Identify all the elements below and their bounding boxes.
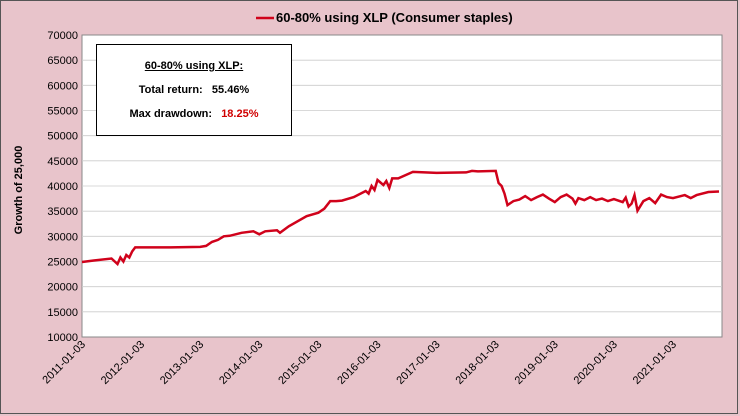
- x-tick-label: 2012-01-03: [99, 339, 147, 387]
- y-tick-label: 55000: [47, 106, 78, 118]
- x-tick-label: 2015-01-03: [276, 339, 324, 387]
- chart-title: 60-80% using XLP (Consumer staples): [276, 10, 513, 25]
- x-tick-label: 2017-01-03: [394, 339, 442, 387]
- x-tick-label: 2016-01-03: [335, 339, 383, 387]
- y-tick-label: 45000: [47, 156, 78, 168]
- x-tick-label: 2011-01-03: [40, 339, 88, 387]
- stats-box: 60-80% using XLP: Total return: 55.46% M…: [96, 44, 292, 136]
- x-tick-label: 2021-01-03: [631, 339, 679, 387]
- y-tick-label: 65000: [47, 55, 78, 67]
- x-tick-label: 2013-01-03: [158, 339, 206, 387]
- x-axis-ticks: 2011-01-03 2012-01-03 2013-01-03 2014-01-03…: [40, 339, 679, 387]
- x-tick-label: 2018-01-03: [454, 339, 502, 387]
- x-tick-label: 2019-01-03: [513, 339, 561, 387]
- y-tick-label: 70000: [47, 30, 78, 42]
- total-return-label: Total return:: [138, 84, 203, 96]
- y-tick-label: 30000: [47, 231, 78, 243]
- y-tick-label: 35000: [47, 206, 78, 218]
- y-tick-label: 10000: [47, 332, 78, 344]
- y-tick-label: 20000: [47, 282, 78, 294]
- total-return-row: Total return: 55.46%: [97, 84, 291, 96]
- x-tick-label: 2014-01-03: [217, 339, 265, 387]
- y-tick-label: 60000: [47, 80, 78, 92]
- stats-box-title: 60-80% using XLP:: [144, 60, 244, 72]
- chart-legend: 60-80% using XLP (Consumer staples): [256, 10, 513, 25]
- y-axis-ticks: 10000 15000 20000 25000 30000 35000 40000 45000…: [47, 30, 78, 344]
- y-tick-label: 50000: [47, 131, 78, 143]
- max-drawdown-label: Max drawdown:: [129, 108, 213, 120]
- y-axis-label: Growth of 25,000: [13, 146, 25, 235]
- total-return-value: 55.46%: [211, 84, 250, 96]
- y-tick-label: 25000: [47, 257, 78, 269]
- y-tick-label: 40000: [47, 181, 78, 193]
- x-tick-label: 2020-01-03: [572, 339, 620, 387]
- series-line-xlp: [81, 169, 720, 267]
- y-tick-label: 15000: [47, 307, 78, 319]
- max-drawdown-row: Max drawdown: 18.25%: [97, 108, 291, 120]
- max-drawdown-value: 18.25%: [221, 108, 259, 120]
